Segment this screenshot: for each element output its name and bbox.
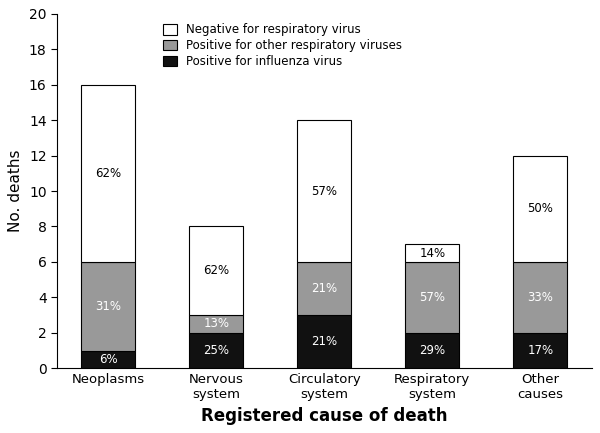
Text: 57%: 57% xyxy=(311,184,337,197)
Bar xyxy=(82,85,136,262)
Text: 50%: 50% xyxy=(527,202,553,215)
Text: 13%: 13% xyxy=(203,317,229,330)
Bar xyxy=(190,333,244,368)
X-axis label: Registered cause of death: Registered cause of death xyxy=(201,407,448,425)
Text: 17%: 17% xyxy=(527,344,553,357)
Y-axis label: No. deaths: No. deaths xyxy=(8,150,23,232)
Bar xyxy=(190,315,244,333)
Bar xyxy=(514,262,568,333)
Text: 6%: 6% xyxy=(99,353,118,366)
Bar xyxy=(406,333,460,368)
Bar xyxy=(298,120,352,262)
Bar xyxy=(406,262,460,333)
Bar xyxy=(82,262,136,351)
Bar xyxy=(514,155,568,262)
Bar xyxy=(514,333,568,368)
Text: 57%: 57% xyxy=(419,291,445,304)
Text: 29%: 29% xyxy=(419,344,445,357)
Text: 33%: 33% xyxy=(527,291,553,304)
Bar xyxy=(298,315,352,368)
Bar xyxy=(406,244,460,262)
Bar xyxy=(298,262,352,315)
Text: 62%: 62% xyxy=(203,264,229,277)
Bar xyxy=(82,351,136,368)
Text: 25%: 25% xyxy=(203,344,229,357)
Text: 31%: 31% xyxy=(95,300,121,313)
Text: 14%: 14% xyxy=(419,246,445,259)
Legend: Negative for respiratory virus, Positive for other respiratory viruses, Positive: Negative for respiratory virus, Positive… xyxy=(159,20,406,72)
Text: 21%: 21% xyxy=(311,335,337,348)
Text: 62%: 62% xyxy=(95,167,121,180)
Text: 21%: 21% xyxy=(311,282,337,295)
Bar xyxy=(190,226,244,315)
